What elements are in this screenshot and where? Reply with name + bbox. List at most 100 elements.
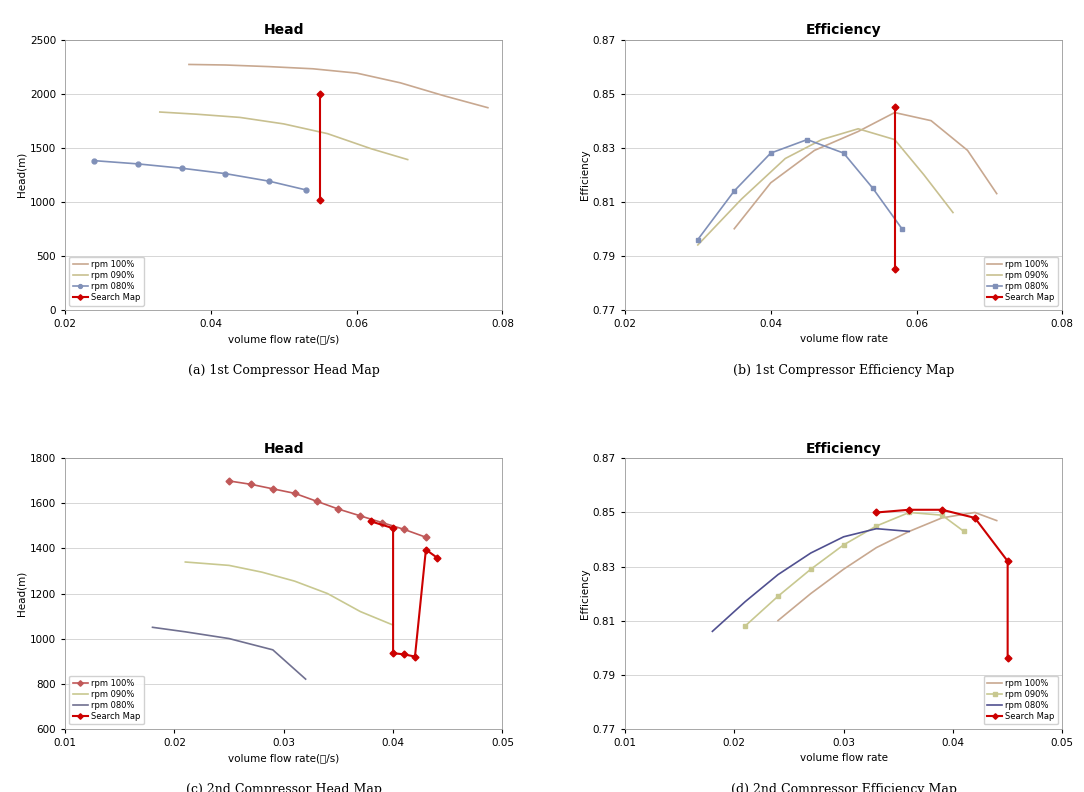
Line: rpm 090%: rpm 090% <box>698 129 953 245</box>
rpm 080% <box>299 185 312 195</box>
Y-axis label: Head(m): Head(m) <box>17 152 27 197</box>
Search Map <box>870 508 883 517</box>
rpm 090% <box>946 208 959 217</box>
rpm 080% <box>727 186 740 196</box>
rpm 090% <box>888 135 901 144</box>
rpm 090% <box>256 567 269 577</box>
Y-axis label: Efficiency: Efficiency <box>580 568 590 619</box>
Line: Search Map: Search Map <box>874 508 1010 661</box>
Line: rpm 100%: rpm 100% <box>189 64 488 108</box>
rpm 100% <box>262 62 275 71</box>
Line: rpm 080%: rpm 080% <box>712 529 909 631</box>
Legend: rpm 100%, rpm 090%, rpm 080%, Search Map: rpm 100%, rpm 090%, rpm 080%, Search Map <box>69 676 143 725</box>
rpm 080% <box>738 597 751 607</box>
rpm 080% <box>131 159 144 169</box>
rpm 100% <box>888 108 901 117</box>
rpm 080% <box>146 623 159 632</box>
rpm 080% <box>801 135 814 144</box>
rpm 090% <box>190 109 203 119</box>
Line: rpm 090%: rpm 090% <box>743 510 966 628</box>
rpm 090% <box>735 194 748 204</box>
rpm 090% <box>778 154 791 163</box>
rpm 080% <box>176 163 189 173</box>
rpm 080% <box>804 548 817 558</box>
Text: (a) 1st Compressor Head Map: (a) 1st Compressor Head Map <box>188 364 379 377</box>
Search Map <box>430 553 443 562</box>
X-axis label: volume flow rate: volume flow rate <box>800 753 888 763</box>
Y-axis label: Efficiency: Efficiency <box>580 150 590 200</box>
rpm 080% <box>219 169 232 178</box>
X-axis label: volume flow rate(㎥/s): volume flow rate(㎥/s) <box>228 334 339 345</box>
Line: Search Map: Search Map <box>318 91 323 202</box>
Line: rpm 090%: rpm 090% <box>159 112 408 159</box>
rpm 090% <box>917 170 930 180</box>
rpm 090% <box>387 620 400 630</box>
rpm 100% <box>219 60 232 70</box>
X-axis label: volume flow rate: volume flow rate <box>800 334 888 345</box>
rpm 090% <box>935 510 948 520</box>
rpm 090% <box>288 577 301 586</box>
rpm 100% <box>870 543 883 552</box>
rpm 080% <box>772 570 785 580</box>
rpm 100% <box>764 178 777 188</box>
Line: rpm 080%: rpm 080% <box>696 137 904 242</box>
rpm 080% <box>764 148 777 158</box>
Line: Search Map: Search Map <box>369 519 439 659</box>
rpm 080% <box>179 627 192 637</box>
rpm 100% <box>481 103 494 112</box>
rpm 080% <box>262 177 275 186</box>
Line: rpm 100%: rpm 100% <box>778 512 996 621</box>
Legend: rpm 100%, rpm 090%, rpm 080%, Search Map: rpm 100%, rpm 090%, rpm 080%, Search Map <box>984 257 1058 306</box>
rpm 100% <box>990 188 1003 198</box>
Search Map <box>398 649 411 659</box>
rpm 090% <box>837 540 850 550</box>
rpm 100% <box>903 527 916 536</box>
rpm 090% <box>278 119 291 128</box>
rpm 080% <box>870 524 883 534</box>
rpm 100% <box>808 146 821 155</box>
rpm 100% <box>727 224 740 234</box>
rpm 100% <box>438 91 451 101</box>
Line: rpm 090%: rpm 090% <box>185 562 393 625</box>
Search Map <box>313 89 326 98</box>
rpm 100% <box>393 78 406 88</box>
rpm 100% <box>332 505 345 514</box>
Line: rpm 100%: rpm 100% <box>227 478 428 539</box>
rpm 100% <box>353 511 366 520</box>
rpm 100% <box>288 489 301 498</box>
Text: (d) 2nd Compressor Efficiency Map: (d) 2nd Compressor Efficiency Map <box>731 782 956 792</box>
Search Map <box>888 265 901 274</box>
rpm 090% <box>153 107 166 116</box>
rpm 090% <box>804 565 817 574</box>
Legend: rpm 100%, rpm 090%, rpm 080%, Search Map: rpm 100%, rpm 090%, rpm 080%, Search Map <box>69 257 143 306</box>
rpm 080% <box>903 527 916 536</box>
rpm 100% <box>990 516 1003 525</box>
rpm 100% <box>962 146 975 155</box>
rpm 090% <box>401 154 414 164</box>
rpm 100% <box>244 480 257 489</box>
rpm 090% <box>364 144 377 154</box>
rpm 100% <box>376 518 389 527</box>
rpm 080% <box>837 532 850 542</box>
rpm 090% <box>233 112 246 122</box>
Search Map <box>1002 653 1015 663</box>
Text: (c) 2nd Compressor Head Map: (c) 2nd Compressor Head Map <box>185 782 382 792</box>
Search Map <box>968 513 981 523</box>
Title: Head: Head <box>263 442 304 456</box>
rpm 100% <box>837 565 850 574</box>
rpm 090% <box>321 588 334 598</box>
Search Map <box>903 505 916 515</box>
rpm 080% <box>706 626 719 636</box>
Line: rpm 080%: rpm 080% <box>153 627 306 679</box>
Text: (b) 1st Compressor Efficiency Map: (b) 1st Compressor Efficiency Map <box>733 364 954 377</box>
rpm 090% <box>957 527 970 536</box>
rpm 100% <box>420 532 433 542</box>
rpm 080% <box>837 148 850 158</box>
Line: rpm 080%: rpm 080% <box>92 158 308 192</box>
rpm 100% <box>804 588 817 598</box>
rpm 090% <box>692 240 705 249</box>
rpm 100% <box>398 524 411 534</box>
rpm 100% <box>267 484 280 493</box>
rpm 090% <box>815 135 828 144</box>
Search Map <box>935 505 948 515</box>
